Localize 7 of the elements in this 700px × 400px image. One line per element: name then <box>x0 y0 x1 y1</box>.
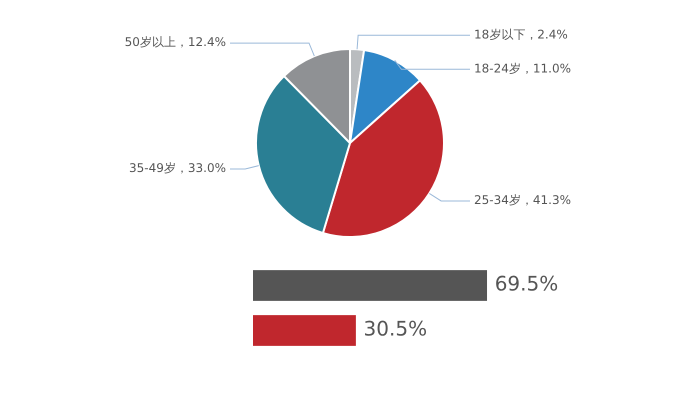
slice-label: 35-49岁，33.0% <box>129 161 226 176</box>
slice-label: 50岁以上，12.4% <box>124 35 226 50</box>
data-label: 69.5% <box>494 272 558 296</box>
data-label: 30.5% <box>364 316 428 341</box>
slice-label: 18-24岁，11.0% <box>474 61 571 76</box>
slice-label: 25-34岁，41.3% <box>474 193 571 208</box>
slice-label: 18岁以下，2.4% <box>474 27 568 42</box>
